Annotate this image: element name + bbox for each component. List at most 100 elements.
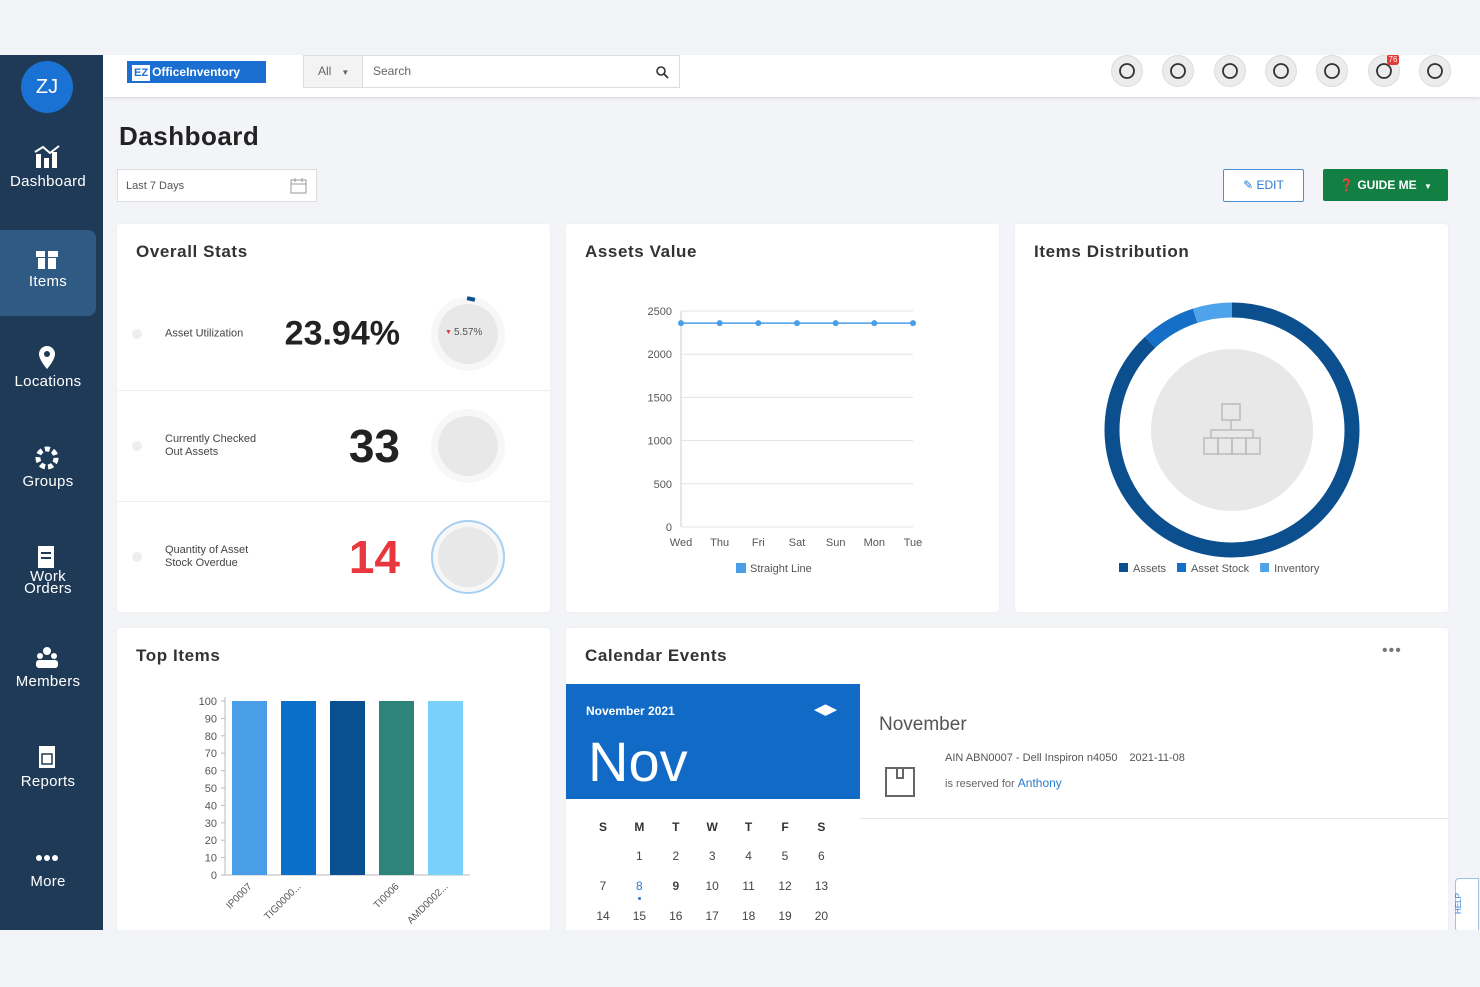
day[interactable]: 2	[672, 849, 680, 863]
x-tick-label: Sat	[789, 537, 806, 549]
x-tick-label: AMD0002...	[405, 881, 450, 926]
nav-label: Locations	[14, 373, 82, 390]
nav-item[interactable]: Members	[0, 630, 96, 716]
items-distribution-card: Items Distribution Assets Asset Stock Inve…	[1015, 224, 1448, 612]
header-icon[interactable]	[1213, 55, 1246, 87]
day[interactable]: 15	[632, 909, 647, 923]
legend-swatch	[1260, 563, 1270, 572]
row-dot	[132, 329, 142, 339]
point	[755, 320, 762, 327]
day[interactable]: 12	[778, 879, 792, 893]
card-title: Calendar Events	[585, 646, 728, 665]
point	[910, 320, 916, 327]
day[interactable]: 7	[599, 879, 607, 893]
y-tick-label: 0	[666, 522, 672, 534]
card-title: Overall Stats	[136, 242, 248, 261]
bar	[330, 701, 365, 875]
event-person[interactable]: Anthony	[1017, 776, 1062, 790]
stat-ring: ▼ 5.57%	[431, 296, 505, 371]
weekday: M	[634, 820, 645, 834]
center-icon	[1203, 403, 1261, 455]
day[interactable]: 5	[781, 849, 789, 863]
stat-value: 14	[348, 531, 400, 583]
day[interactable]: 9	[672, 879, 680, 893]
help-label: HELP	[1453, 893, 1463, 914]
nav-item[interactable]: Work Orders	[0, 530, 96, 616]
row-dot	[132, 440, 142, 451]
header-icon[interactable]	[1316, 55, 1349, 87]
edit-button[interactable]: ✎ EDIT	[1223, 169, 1304, 202]
day[interactable]: 1	[636, 849, 643, 863]
legend-label: Assets	[1133, 563, 1167, 575]
logo-text: OfficeInventory	[152, 65, 241, 79]
header-icon[interactable]	[1162, 55, 1195, 87]
y-tick-label: 2500	[648, 306, 672, 318]
nav-item[interactable]: Dashboard	[0, 130, 96, 216]
row-divider	[117, 389, 550, 391]
y-tick-label: 1000	[648, 436, 672, 448]
nav-item[interactable]: Reports	[0, 730, 96, 816]
app: ZJ Dashboard Items Locations Groups Work Ord…	[0, 55, 1480, 930]
event-date: 2021-11-08	[1129, 752, 1185, 764]
guide-button[interactable]: ❓ GUIDE ME ▼	[1323, 169, 1448, 201]
day[interactable]: 10	[705, 879, 719, 893]
panel-month: November	[879, 714, 967, 735]
day[interactable]: 4	[745, 849, 752, 863]
stat-label: Asset Utilization	[165, 327, 244, 340]
day[interactable]: 18	[741, 909, 756, 923]
nav-item[interactable]: More	[0, 830, 96, 916]
selected-dot	[637, 897, 641, 900]
event-reserved: is reserved for Anthony	[945, 776, 1062, 790]
more-menu[interactable]: •••	[1382, 642, 1402, 659]
day[interactable]: 14	[596, 909, 610, 923]
x-tick-label: Mon	[864, 537, 885, 549]
nav-item[interactable]: Items	[0, 230, 96, 316]
legend-label: Straight Line	[750, 563, 812, 575]
header-icon[interactable]	[1418, 55, 1451, 87]
y-tick-label: 2000	[648, 349, 672, 361]
day[interactable]: 17	[705, 909, 719, 923]
nav-label: Dashboard	[9, 173, 87, 190]
calendar-icon	[290, 178, 307, 194]
day[interactable]: 20	[814, 909, 829, 923]
point	[678, 320, 684, 327]
weekday: S	[817, 820, 826, 834]
day[interactable]: 19	[778, 909, 792, 923]
day[interactable]: 6	[818, 849, 825, 863]
date-range[interactable]: Last 7 Days	[117, 169, 317, 202]
stat-circle	[438, 527, 498, 587]
help-tab[interactable]: HELP	[1453, 878, 1479, 930]
day[interactable]: 3	[708, 849, 716, 863]
card-title: Assets Value	[585, 242, 698, 261]
assets-value-card: Assets Value 0 500 1000 1500 2000 2500 Wed Thu F…	[566, 224, 999, 612]
y-tick-label: 100	[199, 696, 217, 708]
y-tick-label: 70	[205, 748, 217, 760]
logo-badge: EZ	[132, 65, 151, 81]
bar	[379, 701, 414, 875]
page-title: Dashboard	[119, 121, 260, 151]
header-icon[interactable]	[1111, 55, 1143, 87]
row-dot	[132, 552, 142, 562]
month-short: Nov	[588, 730, 688, 793]
point	[716, 320, 723, 327]
search-icon[interactable]	[656, 66, 669, 79]
stat-value: 23.94%	[284, 314, 400, 353]
y-tick-label: 60	[205, 766, 217, 778]
day[interactable]: 16	[669, 909, 683, 923]
stat-ring	[431, 520, 505, 594]
search-scope[interactable]: All ▼	[304, 56, 363, 87]
x-tick-label: TI0006	[372, 881, 402, 911]
day[interactable]: 8	[636, 879, 643, 893]
day[interactable]: 11	[742, 879, 755, 893]
header-icon[interactable]	[1264, 55, 1297, 87]
nav-item[interactable]: Groups	[0, 430, 96, 516]
nav-icon	[36, 249, 58, 269]
nav-label: Reports	[20, 773, 76, 790]
search-box[interactable]: All ▼ Search	[303, 55, 680, 88]
nav-item[interactable]: Locations	[0, 330, 96, 416]
y-tick-label: 1500	[648, 392, 672, 404]
bar-chart: 0 10 20 30 40 50 60 70 80 90 100 IP0007 TIG0000... TI…	[199, 696, 470, 926]
header-icon[interactable]: 76	[1367, 55, 1400, 87]
month-nav[interactable]: ◀▶	[814, 701, 838, 718]
day[interactable]: 13	[814, 879, 829, 893]
